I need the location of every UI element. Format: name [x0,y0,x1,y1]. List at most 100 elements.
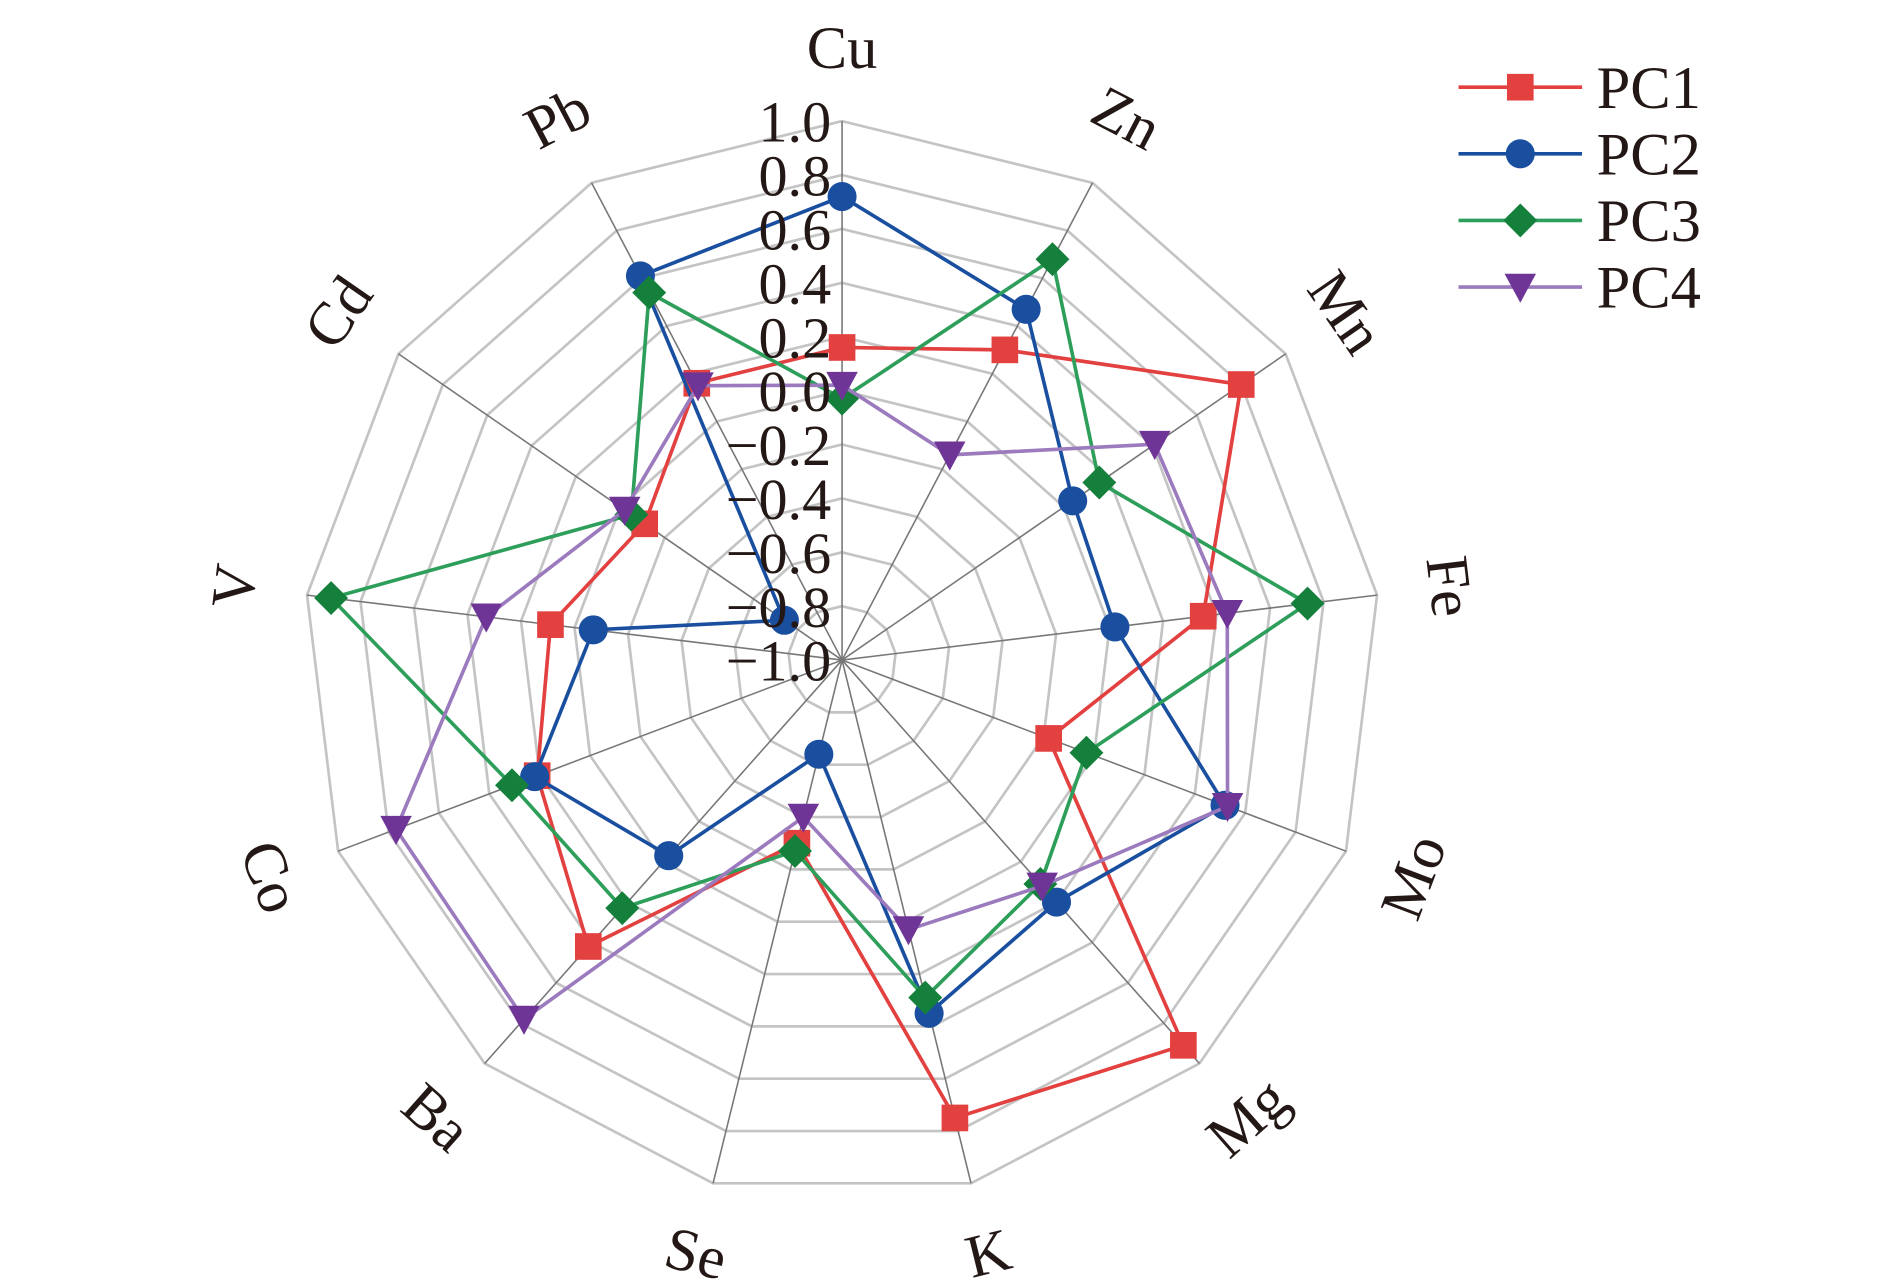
data-point-PC1-Fe [1189,602,1217,630]
series-line-PC4 [394,383,1230,1022]
tick-label: −1.0 [726,629,831,694]
legend-item-PC2: PC2 [1458,121,1701,188]
grid-ring [787,604,897,714]
series-layer [314,182,1325,1132]
data-point-PC2-Mg [1041,887,1072,917]
grid-ring [305,119,1379,1185]
data-point-PC4-K [892,916,925,946]
data-point-PC4-Zn [934,441,966,471]
tick-label: 0.0 [758,359,831,424]
tick-label: −0.4 [726,467,831,532]
series-line-PC1 [535,345,1244,1121]
legend-item-PC4: PC4 [1458,255,1701,322]
spoke-Mg [841,659,1201,1064]
legend-marker-PC1 [1506,73,1534,101]
tick-label: 0.8 [758,144,831,209]
data-point-PC4-Mg [1026,872,1058,902]
grid-ring [733,550,951,767]
legend-item-PC1: PC1 [1458,55,1701,122]
data-point-PC1-Zn [991,336,1019,364]
axis-label-Mn: Mn [1294,259,1397,366]
legend-marker-PC2 [1505,139,1535,169]
tick-label: 0.4 [758,251,831,316]
data-point-PC2-Ba [654,841,684,871]
grid-ring [680,497,1004,819]
series-line-PC3 [327,256,1311,1001]
tick-label: −0.8 [726,575,831,640]
data-point-PC4-Mo [1211,792,1244,823]
legend-label: PC4 [1597,255,1701,322]
data-point-PC4-Cu [826,371,858,401]
data-point-PC3-Zn [1035,242,1070,277]
data-point-PC2-Fe [1100,612,1130,642]
tick-label: 1.0 [758,90,831,155]
axis-label-Ba: Ba [389,1070,484,1165]
legend-item-PC3: PC3 [1458,188,1701,255]
legend-label: PC1 [1597,55,1701,122]
axis-label-Cu: Cu [807,15,878,82]
grid-ring [626,443,1058,871]
tick-label: 0.6 [758,197,831,262]
legend-label: PC2 [1597,121,1701,188]
data-point-PC1-Mn [1227,371,1255,398]
data-point-PC1-Ba [574,933,602,960]
grid-ring [412,227,1272,1081]
data-point-PC3-K [908,980,943,1015]
legend-label: PC3 [1597,188,1701,255]
data-point-PC2-Se [804,739,834,769]
spoke-Pb [590,182,843,661]
data-point-PC2-Cu [827,182,857,212]
data-point-PC2-Mn [1058,486,1088,516]
grid-ring [359,173,1325,1133]
axis-label-Mo: Mo [1368,826,1460,928]
tick-label: 0.2 [758,305,831,370]
axis-label-Cd: Cd [291,265,386,361]
data-point-PC1-K [941,1104,969,1132]
data-point-PC4-Ba [508,1005,540,1035]
series-PC4 [380,371,1244,1035]
spoke-Co [337,659,843,852]
data-point-PC3-Fe [1290,586,1325,621]
data-point-PC1-Cu [828,334,856,361]
series-line-PC2 [532,194,1228,1017]
data-point-PC3-V [314,581,349,615]
axis-label-Pb: Pb [514,74,602,163]
data-point-PC3-Mn [1082,465,1117,500]
tick-label: −0.6 [726,521,831,586]
axis-label-K: K [959,1216,1018,1285]
data-point-PC4-Fe [1211,599,1244,630]
series-PC1 [523,334,1255,1132]
axis-label-Co: Co [226,832,314,922]
grid-ring [466,281,1218,1028]
data-point-PC4-Pb [682,372,714,402]
data-point-PC1-V [537,611,564,638]
axis-label-Mg: Mg [1194,1065,1301,1171]
data-point-PC4-Mn [1139,430,1171,460]
data-point-PC4-Co [380,815,412,845]
data-point-PC3-Co [495,768,529,803]
axis-label-Fe: Fe [1412,552,1486,620]
spoke-V [306,594,843,661]
axis-label-Se: Se [658,1214,733,1285]
data-point-PC1-Mo [1035,725,1062,752]
data-point-PC3-Mo [1069,735,1104,770]
data-point-PC2-V [578,615,608,645]
grid-ring [519,335,1165,976]
data-point-PC2-Cd [769,605,799,635]
data-point-PC4-Cd [608,496,641,526]
radar-grid [305,119,1379,1185]
data-point-PC4-Se [787,803,820,833]
data-point-PC3-Se [778,834,812,869]
data-point-PC2-Zn [1011,294,1041,324]
axis-label-Zn: Zn [1081,73,1172,164]
data-point-PC3-Ba [605,891,640,926]
legend-marker-PC3 [1503,203,1538,238]
tick-labels: 1.00.80.60.40.20.0−0.2−0.4−0.6−0.8−1.0 [726,90,831,694]
legend-marker-PC4 [1504,273,1537,303]
axis-label-V: V [199,560,271,612]
tick-label: −0.2 [726,413,831,478]
data-point-PC4-V [470,603,503,633]
data-point-PC1-Mg [1170,1031,1197,1059]
